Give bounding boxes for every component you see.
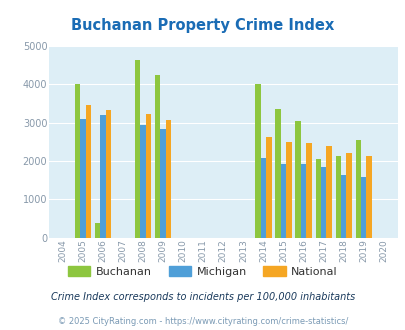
Bar <box>266 137 271 238</box>
Bar <box>326 147 331 238</box>
Bar <box>145 114 151 238</box>
Bar <box>340 175 345 238</box>
Bar <box>320 167 326 238</box>
Bar <box>345 153 351 238</box>
Bar <box>260 158 266 238</box>
Bar <box>280 164 286 238</box>
Bar <box>134 60 140 238</box>
Bar <box>335 156 340 238</box>
Bar <box>75 84 80 238</box>
Bar <box>275 109 280 238</box>
Bar <box>85 105 91 238</box>
Bar <box>105 110 111 238</box>
Bar <box>366 156 371 238</box>
Text: Crime Index corresponds to incidents per 100,000 inhabitants: Crime Index corresponds to incidents per… <box>51 292 354 302</box>
Bar <box>300 164 305 238</box>
Bar <box>160 128 165 238</box>
Bar <box>255 84 260 238</box>
Bar <box>355 140 360 238</box>
Bar <box>295 121 300 238</box>
Bar <box>315 159 320 238</box>
Bar <box>155 75 160 238</box>
Text: Buchanan Property Crime Index: Buchanan Property Crime Index <box>71 18 334 33</box>
Bar <box>360 177 366 238</box>
Bar <box>80 119 85 238</box>
Bar <box>100 115 105 238</box>
Bar <box>94 223 100 238</box>
Bar <box>140 125 145 238</box>
Bar <box>305 143 311 238</box>
Bar <box>286 142 291 238</box>
Text: © 2025 CityRating.com - https://www.cityrating.com/crime-statistics/: © 2025 CityRating.com - https://www.city… <box>58 317 347 326</box>
Legend: Buchanan, Michigan, National: Buchanan, Michigan, National <box>64 261 341 281</box>
Bar <box>165 120 171 238</box>
